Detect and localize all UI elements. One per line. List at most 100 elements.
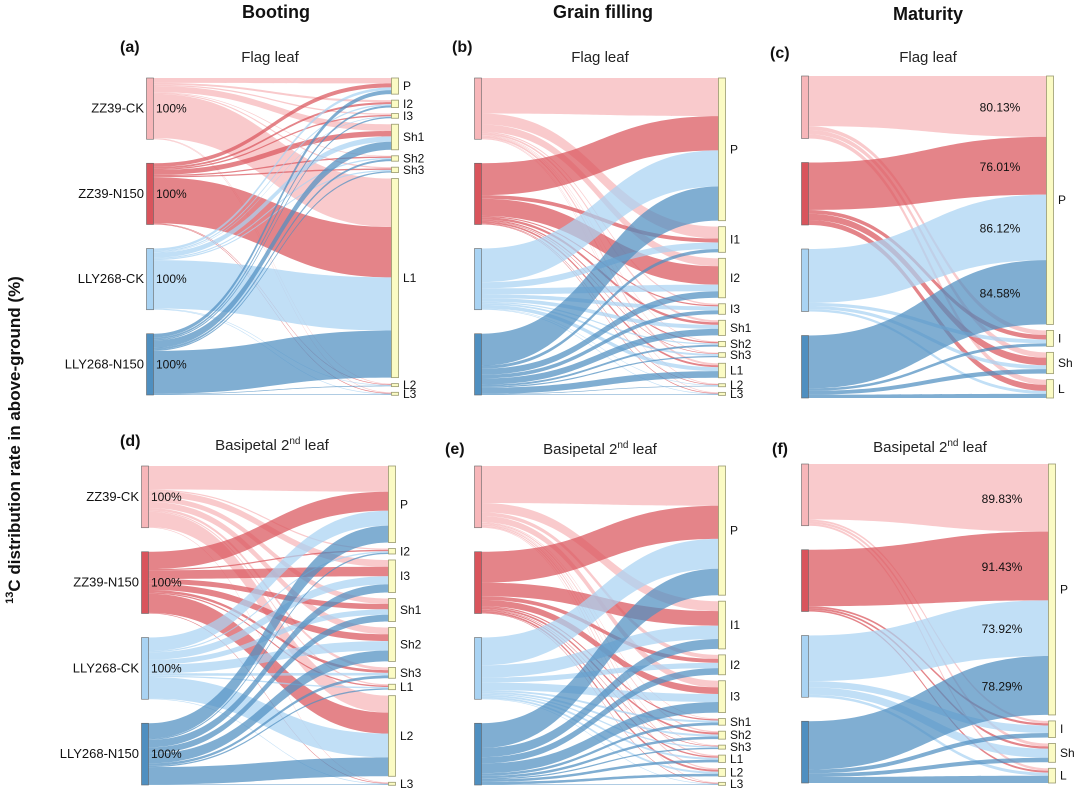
flows: [481, 466, 719, 785]
flow-ZZ39-CK-to-P: [481, 466, 719, 506]
panel-label: (c): [770, 45, 790, 62]
panel-title-sup: nd: [947, 438, 958, 449]
sankey-panel-6: (f) Basipetal 2nd leaf P I Sh L 89.83% 91.43% 73…: [772, 438, 1075, 784]
flow-ZZ39-N150-to-L1: [481, 221, 719, 368]
target-node-I3: [391, 113, 399, 119]
panel-label: (e): [445, 441, 465, 458]
target-node-I3: [388, 559, 396, 593]
flow-ZZ39-N150-to-L1: [153, 177, 392, 278]
flow-ZZ39-CK-to-Sh2: [148, 501, 389, 635]
target-label: L3: [730, 777, 744, 789]
flow-percent-label: 78.29%: [982, 679, 1023, 693]
source-label: LLY268-N150: [60, 746, 139, 761]
target-label: Sh2: [730, 337, 752, 351]
source-percent: 100%: [156, 357, 187, 371]
target-node-I2: [391, 99, 399, 108]
target-node-L3: [718, 391, 726, 396]
panel-title-sup: nd: [617, 440, 628, 451]
y-axis-label-text: C distribution rate in above-ground (%): [5, 276, 24, 591]
target-label: I2: [400, 544, 410, 558]
flow-LLY268-N150-to-L3: [481, 394, 719, 395]
target-label: I2: [730, 658, 740, 672]
flow-LLY268-N150-to-Sh2: [153, 159, 392, 350]
target-node-L2: [391, 383, 399, 388]
flow-percent-label: 80.13%: [980, 100, 1021, 114]
source-node-LLY268-N150: [146, 333, 154, 396]
target-label: L: [1058, 382, 1065, 396]
flow-LLY268-N150-to-L1: [153, 330, 392, 394]
flow-LLY268-N150-to-Sh1: [148, 614, 389, 754]
target-label: I1: [730, 232, 740, 246]
flow-ZZ39-N150-to-I2: [148, 549, 389, 571]
source-percent: 100%: [156, 272, 187, 286]
flow-LLY268-N150-to-Sh1: [153, 141, 392, 348]
panel-title-sup: nd: [289, 436, 300, 447]
source-node-ZZ39-N150: [146, 162, 154, 225]
panel-title: Basipetal 2nd leaf: [543, 440, 658, 458]
flows: [481, 78, 719, 395]
source-label: LLY268-CK: [78, 271, 145, 286]
target-node-I2: [718, 654, 726, 676]
flow-LLY268-N150-to-L1: [481, 759, 719, 782]
flow-ZZ39-CK-to-I1: [481, 113, 719, 239]
flow-LLY268-N150-to-Sh3: [481, 747, 719, 780]
flow-LLY268-CK-to-P: [808, 600, 1049, 682]
flow-ZZ39-CK-to-I3: [153, 84, 392, 115]
target-node-Sh1: [388, 598, 396, 622]
flow-ZZ39-CK-to-Sh3: [148, 507, 389, 671]
flow-LLY268-CK-to-P: [481, 150, 719, 283]
target-node-P: [1046, 75, 1054, 325]
flow-percent-label: 73.92%: [982, 622, 1023, 636]
source-label: ZZ39-CK: [91, 101, 144, 116]
flow-LLY268-CK-to-Sh1: [153, 136, 392, 258]
source-percent: 100%: [151, 661, 182, 675]
target-node-Sh3: [388, 667, 396, 679]
source-node-ZZ39-N150: [474, 162, 482, 225]
panel-label: (f): [772, 441, 788, 458]
flow-LLY268-N150-to-L2: [481, 773, 719, 785]
flow-LLY268-CK-to-Sh3: [148, 672, 389, 676]
panel-label: (b): [452, 39, 472, 56]
flow-LLY268-CK-to-L3: [481, 309, 719, 395]
target-label: Sh3: [730, 348, 752, 362]
flow-ZZ39-CK-to-P: [148, 466, 389, 492]
flow-LLY268-CK-to-Sh1: [481, 298, 719, 329]
flow-ZZ39-N150-to-Sh2: [153, 156, 392, 177]
flow-ZZ39-CK-to-Sh1: [148, 496, 389, 604]
flow-LLY268-N150-to-Sh: [808, 757, 1049, 778]
flow-ZZ39-CK-to-P: [808, 464, 1049, 532]
flows: [808, 76, 1047, 398]
flow-LLY268-N150-to-L2: [153, 385, 392, 395]
flow-ZZ39-N150-to-Sh2: [148, 583, 389, 642]
flow-LLY268-N150-to-Sh2: [481, 736, 719, 779]
target-label: L1: [730, 364, 744, 378]
flow-ZZ39-N150-to-L3: [148, 612, 389, 784]
source-node-LLY268-CK: [141, 637, 149, 700]
target-label: Sh: [1060, 746, 1075, 760]
source-node-ZZ39-CK: [141, 465, 149, 529]
source-node-ZZ39-N150: [801, 549, 809, 612]
flow-ZZ39-N150-to-Sh: [808, 608, 1049, 749]
flow-ZZ39-N150-to-P: [481, 116, 719, 196]
target-node-I3: [718, 303, 726, 315]
flow-ZZ39-CK-to-P: [481, 78, 719, 117]
flow-LLY268-N150-to-Sh1: [481, 722, 719, 776]
flow-LLY268-CK-to-Sh3: [481, 303, 719, 356]
panel-title-part: Basipetal 2: [543, 441, 617, 458]
target-label: P: [1060, 582, 1068, 596]
target-node-L3: [718, 781, 726, 786]
target-label: L1: [400, 680, 414, 694]
column-title-maturity: Maturity: [893, 4, 963, 24]
target-node-L2: [388, 695, 396, 777]
target-node-L3: [388, 781, 396, 786]
flow-ZZ39-N150-to-I2: [481, 596, 719, 663]
flow-LLY268-CK-to-I3: [481, 682, 719, 702]
target-label: P: [730, 524, 738, 538]
source-percent: 100%: [151, 747, 182, 761]
flow-LLY268-N150-to-L1: [481, 371, 719, 394]
target-node-L1: [391, 178, 399, 379]
sankey-panel-3: (c) Flag leaf P I Sh L 80.13% 76.01% 86.12% 84.58…: [770, 45, 1073, 399]
flow-ZZ39-N150-to-L1: [481, 609, 719, 758]
flow-LLY268-N150-to-P: [808, 260, 1047, 389]
